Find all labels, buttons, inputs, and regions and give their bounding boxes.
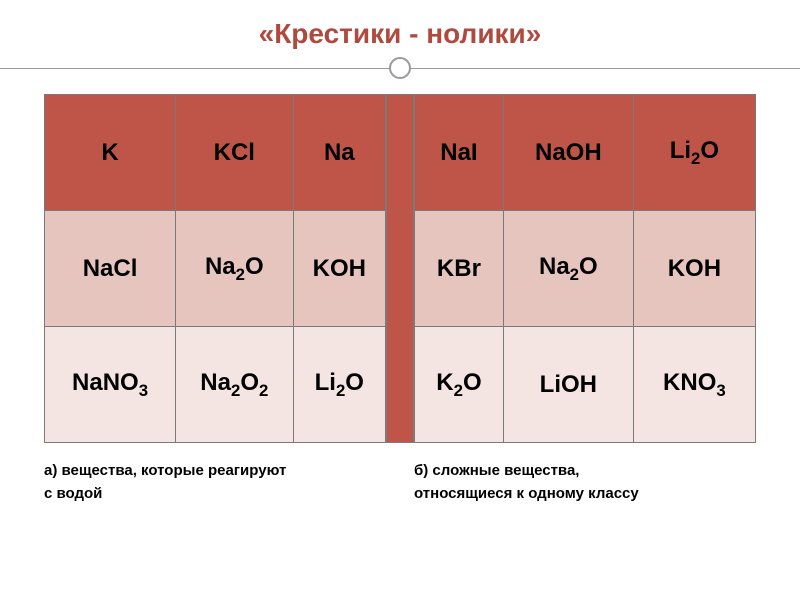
- cell-right-0-1: NaOH: [503, 95, 633, 211]
- captions: а) вещества, которые реагируют с водой б…: [44, 460, 756, 505]
- cell-right-0-0: NaI: [414, 95, 503, 211]
- caption-left: а) вещества, которые реагируют с водой: [44, 460, 400, 505]
- cell-left-2-0: NaNO3: [45, 327, 176, 443]
- cell-right-1-0: KBr: [414, 211, 503, 327]
- cell-right-2-1: LiOH: [503, 327, 633, 443]
- middle-strip-cell: [387, 95, 414, 443]
- cell-left-0-1: KCl: [176, 95, 293, 211]
- cell-right-2-2: KNO3: [633, 327, 755, 443]
- divider-circle-icon: [389, 57, 411, 79]
- table-left: KKClNa NaClNa2OKOH NaNO3Na2O2Li2O: [44, 94, 386, 443]
- table-right: NaINaOHLi2O KBrNa2OKOH K2OLiOHKNO3: [414, 94, 756, 443]
- caption-left-line1: а) вещества, которые реагируют: [44, 462, 286, 479]
- cell-right-0-2: Li2O: [633, 95, 755, 211]
- cell-right-1-2: KOH: [633, 211, 755, 327]
- tables-container: KKClNaNaClNa2OKOHNaNO3Na2O2Li2O NaINaOHL…: [44, 94, 756, 443]
- caption-right-line1: б) сложные вещества,: [414, 462, 579, 479]
- caption-right: б) сложные вещества, относящиеся к одном…: [400, 460, 756, 505]
- cell-left-1-0: NaCl: [45, 211, 176, 327]
- cell-right-2-0: K2O: [414, 327, 503, 443]
- caption-right-line2: относящиеся к одному классу: [414, 485, 639, 502]
- cell-left-2-1: Na2O2: [176, 327, 293, 443]
- page-title: «Крестики - нолики»: [259, 18, 542, 50]
- cell-left-2-2: Li2O: [293, 327, 385, 443]
- cell-left-0-0: K: [45, 95, 176, 211]
- cell-left-1-1: Na2O: [176, 211, 293, 327]
- divider: [0, 56, 800, 80]
- cell-left-1-2: KOH: [293, 211, 385, 327]
- cell-left-0-2: Na: [293, 95, 385, 211]
- middle-strip: [386, 94, 414, 443]
- caption-left-line2: с водой: [44, 485, 102, 502]
- cell-right-1-1: Na2O: [503, 211, 633, 327]
- header: «Крестики - нолики»: [0, 0, 800, 86]
